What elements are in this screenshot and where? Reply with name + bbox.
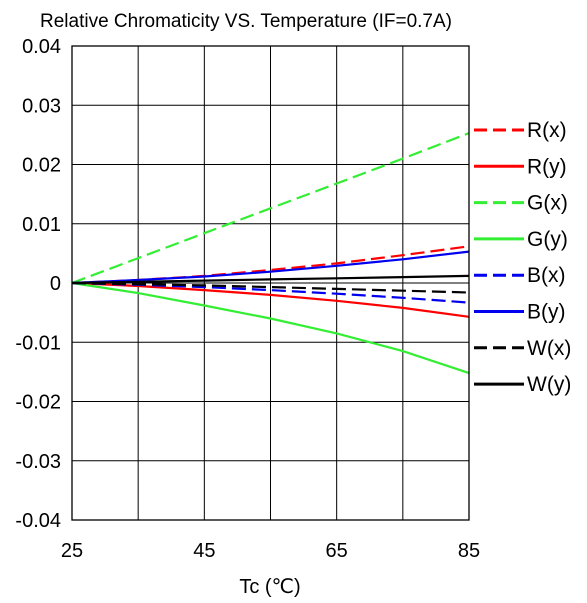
x-axis-label: Tc (℃) [239, 576, 300, 598]
y-tick-label: 0.03 [22, 95, 61, 117]
y-axis-ticks: 0.04 0.03 0.02 0.01 0 -0.01 -0.02 -0.03 -0.04 [15, 36, 61, 532]
series-line-gx [71, 132, 470, 285]
legend-label: W(y) [527, 373, 571, 396]
legend-label: G(x) [527, 192, 568, 215]
grid [72, 46, 469, 520]
y-tick-label: -0.04 [15, 510, 61, 532]
series-line-by [71, 250, 470, 285]
legend-label: R(y) [527, 155, 567, 178]
series-line-ry [71, 281, 470, 318]
x-tick-label: 45 [193, 540, 215, 562]
series-line-wx [71, 281, 470, 294]
legend: R(x) R(y) G(x) G(y) B(x) B(y) W(x) W(y) [474, 119, 571, 396]
y-tick-label: -0.01 [15, 332, 61, 354]
x-tick-label: 25 [61, 540, 83, 562]
legend-label: G(y) [527, 228, 568, 251]
x-axis-ticks: 25 45 65 85 [61, 540, 480, 562]
series-line-wy [71, 274, 470, 285]
y-tick-label: -0.03 [15, 451, 61, 473]
y-tick-label: -0.02 [15, 392, 61, 414]
y-tick-label: 0.01 [22, 214, 61, 236]
y-tick-label: 0.02 [22, 155, 61, 177]
plot-frame [71, 45, 470, 521]
y-tick-label: 0 [50, 273, 61, 295]
legend-label: W(x) [527, 337, 571, 360]
series-line-gy [71, 281, 470, 375]
legend-label: B(y) [527, 301, 566, 324]
chart-title: Relative Chromaticity VS. Temperature (I… [40, 11, 452, 32]
x-tick-label: 85 [458, 540, 480, 562]
legend-label: R(x) [527, 119, 567, 142]
y-tick-label: 0.04 [22, 36, 61, 58]
legend-label: B(x) [527, 264, 566, 287]
x-tick-label: 65 [326, 540, 348, 562]
series-layer [71, 132, 470, 375]
